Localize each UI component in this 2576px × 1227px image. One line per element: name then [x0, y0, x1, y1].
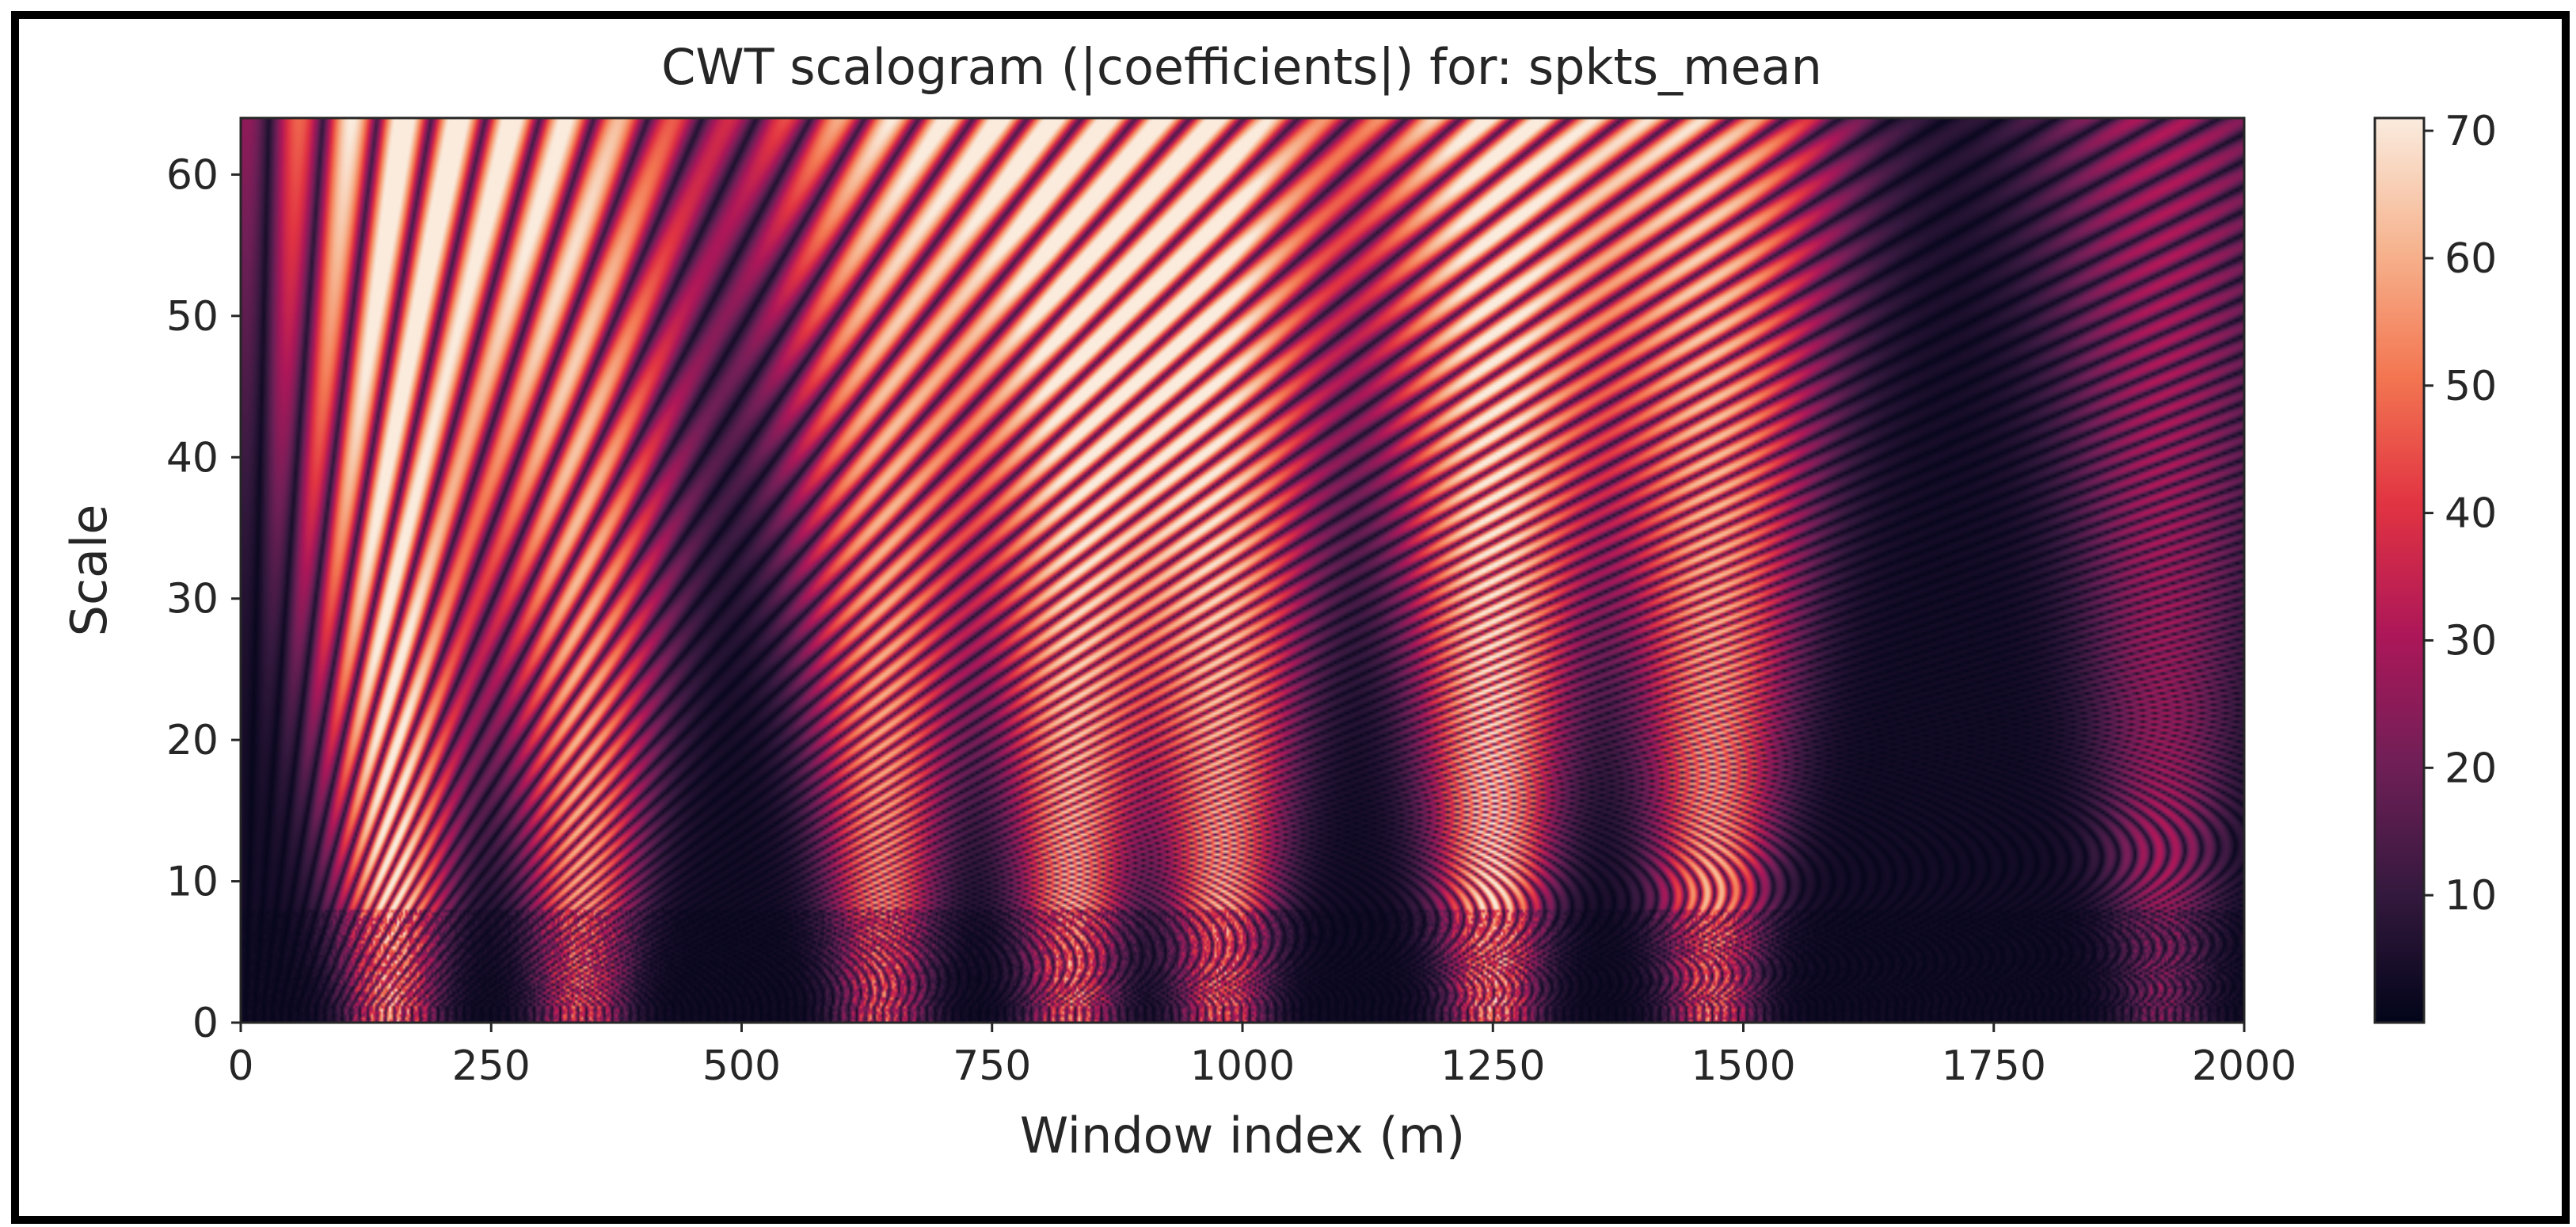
- x-tick-label: 1250: [1440, 1042, 1545, 1090]
- chart: CWT scalogram (|coefficients|) for: spkt…: [60, 38, 2497, 1164]
- y-tick-label: 40: [166, 434, 219, 482]
- colorbar-ticks: 10 20 30 40 50 60 70: [2424, 108, 2497, 920]
- x-tick-label: 2000: [2192, 1042, 2296, 1090]
- colorbar-tick-label: 20: [2445, 745, 2497, 792]
- y-tick-label: 0: [192, 1000, 219, 1047]
- x-tick-label: 0: [227, 1042, 253, 1090]
- colorbar-tick-label: 70: [2445, 108, 2497, 155]
- colorbar-tick-label: 30: [2445, 617, 2497, 665]
- colorbar-gradient: [2375, 118, 2424, 1023]
- y-tick-label: 30: [166, 576, 219, 623]
- colorbar-border: [2373, 116, 2426, 1024]
- heatmap-image: [241, 118, 2244, 1023]
- y-tick-label: 60: [166, 151, 219, 199]
- x-tick-label: 1000: [1190, 1042, 1295, 1090]
- x-axis-label: Window index (m): [1020, 1107, 1465, 1164]
- y-tick-label: 50: [166, 293, 219, 341]
- colorbar-tick-label: 10: [2445, 872, 2497, 920]
- x-tick-label: 1750: [1942, 1042, 2046, 1090]
- y-axis: 0 10 20 30 40 50 60: [166, 151, 241, 1047]
- chart-title: CWT scalogram (|coefficients|) for: spkt…: [661, 38, 1822, 97]
- x-tick-label: 250: [452, 1042, 531, 1090]
- colorbar-tick-label: 50: [2445, 363, 2497, 410]
- y-axis-label: Scale: [60, 505, 118, 637]
- x-axis: 0 250 500 750 1000 1250 1500 1750 2000: [227, 1023, 2296, 1090]
- colorbar-tick-label: 40: [2445, 490, 2497, 538]
- x-tick-label: 500: [702, 1042, 781, 1090]
- plot-area: [239, 116, 2246, 1024]
- x-tick-label: 750: [953, 1042, 1031, 1090]
- x-tick-label: 1500: [1691, 1042, 1795, 1090]
- colorbar: 10 20 30 40 50 60 70: [2373, 108, 2497, 1024]
- y-tick-label: 10: [166, 859, 219, 906]
- y-tick-label: 20: [166, 717, 219, 764]
- colorbar-tick-label: 60: [2445, 235, 2497, 283]
- figure-frame: CWT scalogram (|coefficients|) for: spkt…: [11, 11, 2570, 1224]
